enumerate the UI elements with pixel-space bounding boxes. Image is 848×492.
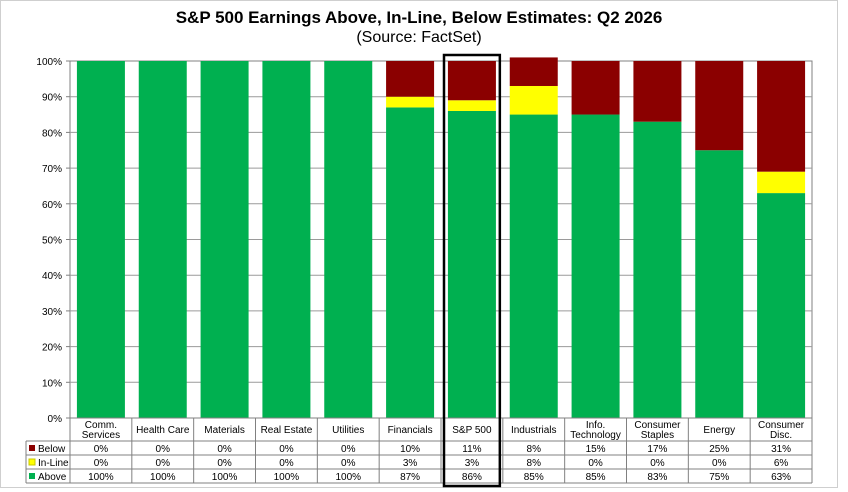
y-tick-label: 70% (42, 164, 62, 175)
table-value-in-line-3: 0% (279, 458, 294, 469)
bar-above-11 (757, 193, 806, 418)
bar-above-9 (633, 121, 682, 418)
bar-below-10 (695, 61, 744, 151)
table-value-in-line-7: 8% (527, 458, 542, 469)
table-value-above-4: 100% (335, 472, 361, 483)
table-value-above-1: 100% (150, 472, 176, 483)
y-tick-label: 20% (42, 343, 62, 354)
category-label-7: Industrials (511, 425, 557, 436)
bar-below-11 (757, 61, 806, 172)
category-label-11-line-1: Disc. (770, 430, 792, 441)
category-label-11-line-0: Consumer (758, 420, 805, 431)
y-tick-label: 0% (48, 414, 63, 425)
table-value-in-line-8: 0% (588, 458, 603, 469)
table-value-below-10: 25% (709, 444, 729, 455)
bar-above-0 (76, 61, 125, 418)
bar-above-5 (386, 107, 435, 418)
table-value-in-line-9: 0% (650, 458, 665, 469)
chart-title: S&P 500 Earnings Above, In-Line, Below E… (175, 8, 663, 27)
y-tick-label: 30% (42, 307, 62, 318)
table-value-above-3: 100% (274, 472, 300, 483)
y-tick-label: 40% (42, 271, 62, 282)
table-value-in-line-1: 0% (156, 458, 171, 469)
bar-above-4 (324, 61, 373, 418)
bar-above-6 (447, 110, 496, 418)
table-value-above-9: 83% (647, 472, 667, 483)
table-value-below-4: 0% (341, 444, 356, 455)
y-tick-label: 10% (42, 378, 62, 389)
bar-below-9 (633, 61, 682, 122)
table-value-above-6: 86% (462, 472, 482, 483)
category-label-9-line-0: Consumer (634, 420, 681, 431)
bar-above-3 (262, 61, 311, 418)
table-value-below-6: 11% (462, 444, 481, 455)
category-label-9-line-1: Staples (641, 430, 674, 441)
table-value-below-0: 0% (94, 444, 109, 455)
y-tick-label: 50% (42, 236, 62, 247)
legend-label-below: Below (38, 444, 66, 455)
y-tick-label: 90% (42, 93, 62, 104)
table-value-in-line-11: 6% (774, 458, 789, 469)
bar-below-7 (509, 57, 558, 86)
table-value-above-5: 87% (400, 472, 420, 483)
y-tick-label: 60% (42, 200, 62, 211)
table-value-in-line-6: 3% (465, 458, 480, 469)
category-label-5: Financials (388, 425, 433, 436)
bar-below-6 (447, 61, 496, 101)
table-value-in-line-5: 3% (403, 458, 418, 469)
category-label-0-line-0: Comm. (85, 420, 117, 431)
legend-key-above (29, 473, 35, 479)
table-value-below-9: 17% (647, 444, 667, 455)
table-value-below-8: 15% (586, 444, 606, 455)
legend-key-in-line (28, 458, 36, 466)
table-value-above-8: 85% (586, 472, 606, 483)
table-value-in-line-2: 0% (217, 458, 232, 469)
bar-in-line-7 (509, 85, 558, 115)
table-value-below-1: 0% (156, 444, 171, 455)
table-value-above-11: 63% (771, 472, 791, 483)
bar-in-line-6 (447, 100, 496, 111)
chart-subtitle: (Source: FactSet) (356, 29, 482, 46)
bar-above-1 (138, 61, 187, 418)
table-value-below-2: 0% (217, 444, 232, 455)
table-value-above-10: 75% (709, 472, 729, 483)
bar-above-10 (695, 150, 744, 418)
legend-label-above: Above (38, 472, 67, 483)
category-label-10: Energy (703, 425, 735, 436)
highlight-box (442, 53, 502, 488)
bar-above-7 (509, 114, 558, 419)
category-label-8-line-1: Technology (570, 430, 621, 441)
category-label-1: Health Care (136, 425, 190, 436)
table-value-below-11: 31% (771, 444, 791, 455)
bar-below-8 (571, 61, 620, 115)
legend-label-in-line: In-Line (38, 458, 69, 469)
bar-in-line-11 (757, 171, 806, 194)
bar-above-2 (200, 61, 249, 418)
category-label-8-line-0: Info. (586, 420, 605, 431)
bar-above-8 (571, 114, 620, 419)
table-value-above-0: 100% (88, 472, 114, 483)
table-value-below-7: 8% (527, 444, 542, 455)
category-label-3: Real Estate (261, 425, 313, 436)
table-value-below-3: 0% (279, 444, 294, 455)
table-value-below-5: 10% (400, 444, 420, 455)
legend-key-below (29, 445, 35, 451)
table-value-in-line-10: 0% (712, 458, 727, 469)
y-tick-label: 80% (42, 128, 62, 139)
category-label-6: S&P 500 (452, 425, 492, 436)
table-value-in-line-0: 0% (94, 458, 109, 469)
y-tick-label: 100% (36, 57, 62, 68)
bar-below-5 (386, 61, 435, 97)
category-label-0-line-1: Services (82, 430, 120, 441)
category-label-4: Utilities (332, 425, 364, 436)
category-label-2: Materials (204, 425, 245, 436)
table-value-in-line-4: 0% (341, 458, 356, 469)
table-value-above-7: 85% (524, 472, 544, 483)
bar-in-line-5 (386, 96, 435, 108)
table-value-above-2: 100% (212, 472, 238, 483)
